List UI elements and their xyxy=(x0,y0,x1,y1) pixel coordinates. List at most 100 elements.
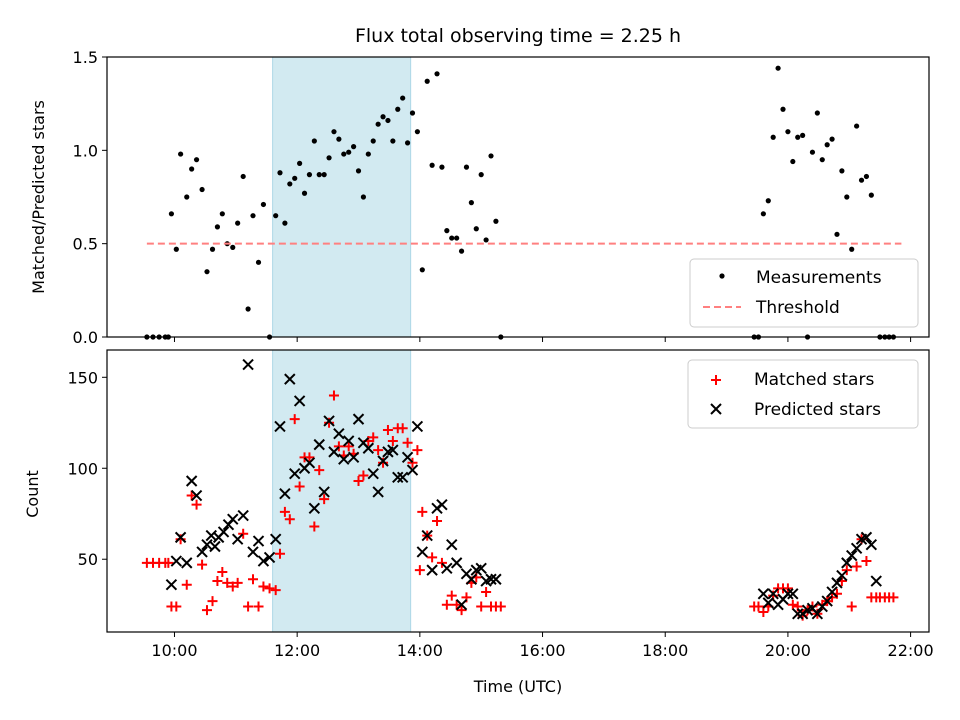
matched-stars-point xyxy=(427,552,438,563)
matched-stars-point xyxy=(481,586,492,597)
measurement-point xyxy=(240,173,246,180)
measurement-point xyxy=(868,192,874,198)
measurement-point xyxy=(245,306,251,312)
predicted-stars-point xyxy=(757,588,770,600)
predicted-stars-point xyxy=(174,531,187,544)
measurement-point xyxy=(839,168,845,174)
top-plot-frame xyxy=(106,56,930,338)
matched-stars-point xyxy=(343,441,354,452)
predicted-stars-point xyxy=(426,564,438,576)
predicted-stars-point xyxy=(450,557,463,569)
predicted-stars-point xyxy=(811,608,824,620)
matched-stars-point xyxy=(191,499,202,510)
measurement-point xyxy=(321,172,327,178)
measurement-point xyxy=(287,181,293,187)
matched-stars-point xyxy=(451,599,462,610)
matched-stars-point xyxy=(397,423,408,434)
measurement-point xyxy=(454,235,460,241)
matched-stars-point xyxy=(171,601,182,612)
predicted-stars-point xyxy=(190,489,203,502)
predicted-stars-point xyxy=(252,535,265,547)
predicted-stars-point xyxy=(455,599,468,611)
bottom-plot-panel: 50 100 150 10:00 12:00 14:00 16:00 18:00 20:00 22… xyxy=(67,349,934,660)
bottom-y-tick-label: 50 xyxy=(78,550,98,569)
matched-stars-point xyxy=(378,457,389,468)
measurement-point xyxy=(458,248,465,254)
predicted-stars-point xyxy=(313,438,325,451)
matched-stars-point xyxy=(319,494,330,505)
top-y-tick-label: 1.5 xyxy=(73,48,98,67)
measurement-point xyxy=(849,246,855,252)
legend-measurement-marker xyxy=(719,273,725,279)
predicted-stars-point xyxy=(490,573,502,585)
predicted-stars-point xyxy=(227,513,239,525)
x-tick-label: 14:00 xyxy=(397,641,443,660)
measurement-point xyxy=(341,151,347,157)
predicted-stars-point xyxy=(284,373,296,385)
measurement-point xyxy=(168,211,175,217)
predicted-stars-point xyxy=(845,549,858,562)
matched-stars-point xyxy=(201,605,212,616)
matched-stars-point xyxy=(222,577,233,588)
matched-stars-point xyxy=(436,557,447,568)
matched-stars-point xyxy=(294,481,305,492)
matched-stars-point xyxy=(328,390,339,401)
measurement-point xyxy=(199,186,205,193)
predicted-stars-point xyxy=(387,444,399,456)
measurement-point xyxy=(365,151,371,157)
predicted-stars-point xyxy=(170,555,183,567)
matched-stars-point xyxy=(417,506,428,517)
measurement-point xyxy=(395,106,401,112)
measurement-point xyxy=(400,95,406,101)
measurement-point xyxy=(346,149,352,155)
measurement-point xyxy=(230,244,236,250)
matched-stars-point xyxy=(782,583,793,594)
measurement-point xyxy=(193,157,200,163)
predicted-stars-point xyxy=(269,533,282,545)
predicted-stars-point xyxy=(485,573,497,585)
x-tick-label: 10:00 xyxy=(151,641,197,660)
matched-stars-point xyxy=(181,579,192,590)
predicted-stars-point xyxy=(396,471,409,484)
measurement-point xyxy=(785,129,791,135)
bottom-highlight-span xyxy=(272,349,412,633)
top-highlight-span xyxy=(272,56,412,338)
matched-stars-point xyxy=(270,585,281,596)
x-tick-label: 12:00 xyxy=(274,641,320,660)
measurement-point xyxy=(297,160,303,166)
measurement-point xyxy=(814,110,820,116)
predicted-stars-point xyxy=(333,427,345,440)
matched-stars-point xyxy=(353,475,364,486)
measurement-point xyxy=(214,224,221,230)
chart-title: Flux total observing time = 2.25 h xyxy=(355,25,681,47)
predicted-stars-point xyxy=(762,597,774,609)
matched-stars-point xyxy=(441,599,452,610)
matched-stars-point xyxy=(197,559,208,570)
predicted-stars-point xyxy=(263,551,276,564)
measurement-point xyxy=(385,117,391,124)
measurement-point xyxy=(404,140,411,146)
measurement-point xyxy=(809,149,816,155)
matched-stars-point xyxy=(264,583,275,594)
measurement-point xyxy=(292,175,298,181)
predicted-stars-point xyxy=(289,468,301,480)
top-y-axis-label: Matched/Predicted stars xyxy=(29,100,48,294)
predicted-stars-point xyxy=(787,588,799,600)
measurement-point xyxy=(351,144,357,150)
matched-stars-point xyxy=(373,445,384,456)
measurement-point xyxy=(844,194,850,200)
measurement-point xyxy=(331,129,337,135)
matched-stars-point xyxy=(758,606,769,617)
measurement-point xyxy=(390,138,396,144)
measurement-point xyxy=(765,198,771,204)
measurement-point xyxy=(178,151,184,157)
matched-stars-point xyxy=(284,514,295,525)
measurement-point xyxy=(829,136,835,142)
legend-predicted-label: Predicted stars xyxy=(754,400,881,420)
predicted-stars-point xyxy=(196,546,208,558)
matched-stars-point xyxy=(412,445,423,456)
top-y-tick-label: 0.5 xyxy=(73,235,98,254)
measurement-point xyxy=(473,226,479,232)
predicted-stars-point xyxy=(792,608,804,620)
predicted-stars-point xyxy=(318,486,330,498)
